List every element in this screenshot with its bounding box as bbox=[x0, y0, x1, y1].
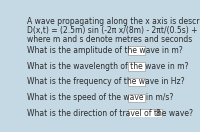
Text: D(x,t) = (2.5m) sin (-2π x/(8m) - 2πt/(0.5s) + 3π/2): D(x,t) = (2.5m) sin (-2π x/(8m) - 2πt/(0… bbox=[27, 26, 200, 35]
Text: A wave propagating along the x axis is described by a displacement: A wave propagating along the x axis is d… bbox=[27, 17, 200, 26]
FancyBboxPatch shape bbox=[128, 78, 145, 86]
FancyBboxPatch shape bbox=[128, 46, 145, 55]
Text: What is the amplitude of the wave in m?: What is the amplitude of the wave in m? bbox=[27, 46, 183, 55]
Text: What is the wavelength of the wave in m?: What is the wavelength of the wave in m? bbox=[27, 62, 188, 71]
FancyBboxPatch shape bbox=[128, 62, 145, 71]
FancyBboxPatch shape bbox=[128, 94, 145, 102]
Text: What is the speed of the wave in m/s?: What is the speed of the wave in m/s? bbox=[27, 93, 173, 102]
FancyBboxPatch shape bbox=[128, 109, 162, 118]
Text: What is the frequency of the wave in Hz?: What is the frequency of the wave in Hz? bbox=[27, 77, 184, 86]
Text: What is the direction of travel of the wave?: What is the direction of travel of the w… bbox=[27, 109, 193, 118]
Text: 8: 8 bbox=[156, 109, 161, 118]
Text: where m and s denote metres and seconds: where m and s denote metres and seconds bbox=[27, 35, 192, 44]
